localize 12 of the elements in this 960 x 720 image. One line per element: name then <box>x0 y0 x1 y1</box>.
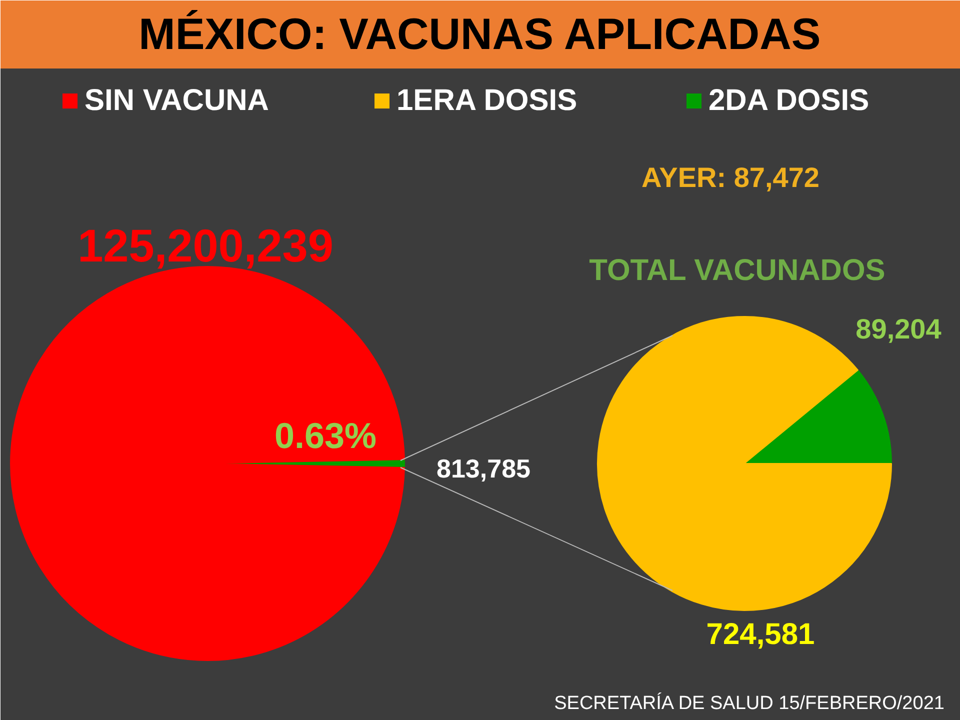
legend-label: 2DA DOSIS <box>708 84 870 117</box>
data-label: 724,581 <box>706 618 815 651</box>
data-label: 813,785 <box>436 454 530 484</box>
data-label: 125,200,239 <box>78 220 334 272</box>
text: TOTAL VACUNADOS <box>589 254 886 287</box>
text: 0.63% <box>274 415 377 456</box>
text: AYER: 87,472 <box>642 162 820 193</box>
text: SECRETARÍA DE SALUD 15/FEBRERO/2021 <box>554 692 944 714</box>
chart-title: MÉXICO: VACUNAS APLICADAS <box>138 10 821 59</box>
legend-label: SIN VACUNA <box>84 84 269 117</box>
data-label: 89,204 <box>856 314 942 344</box>
legend-label: 1ERA DOSIS <box>396 84 578 117</box>
